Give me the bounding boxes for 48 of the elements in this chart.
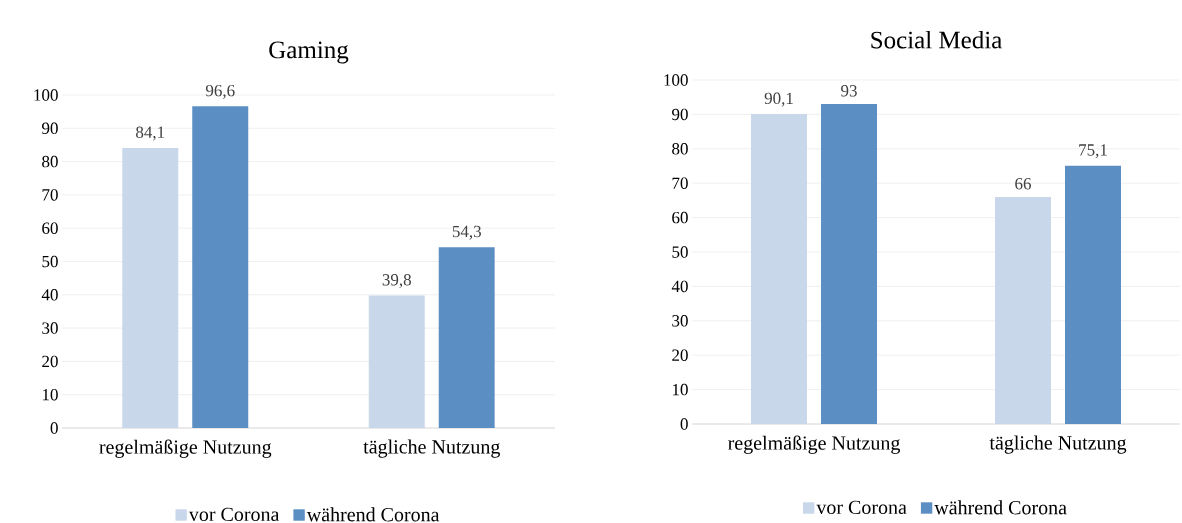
- y-tick-label: 0: [50, 422, 58, 434]
- y-tick-label: 50: [672, 246, 688, 258]
- data-label: 39,8: [382, 274, 411, 288]
- y-tick-label: 10: [672, 383, 688, 396]
- chart-title: Social Media: [871, 30, 1002, 49]
- y-tick-label: 20: [42, 355, 58, 368]
- y-tick-label: 90: [672, 108, 688, 121]
- y-tick-label: 60: [672, 211, 688, 224]
- y-tick-label: 100: [34, 89, 58, 101]
- bar: [368, 295, 425, 428]
- y-tick-label: 30: [672, 315, 688, 327]
- data-label: 93: [841, 85, 857, 97]
- legend-label: vor Corona: [816, 500, 907, 515]
- y-tick-label: 100: [664, 74, 688, 86]
- y-tick-label: 70: [42, 189, 58, 201]
- data-label: 75,1: [1079, 144, 1107, 159]
- y-tick-label: 90: [42, 122, 58, 135]
- bar: [122, 147, 179, 428]
- y-tick-label: 10: [42, 388, 58, 401]
- legend-label: während Corona: [306, 507, 440, 522]
- y-tick-label: 80: [42, 155, 58, 168]
- y-tick-label: 60: [42, 222, 58, 234]
- y-tick-label: 40: [671, 280, 688, 293]
- data-label: 54,3: [452, 225, 481, 240]
- chart-title: Gaming: [269, 41, 349, 64]
- bar: [821, 104, 878, 424]
- y-tick-label: 80: [672, 143, 688, 155]
- x-tick-label: regelmäßige Nutzung: [728, 435, 900, 454]
- y-tick-label: 30: [42, 322, 58, 334]
- legend-label: vor Corona: [188, 507, 280, 522]
- y-tick-label: 70: [672, 177, 688, 189]
- y-tick-label: 50: [42, 255, 58, 268]
- legend-label: während Corona: [934, 500, 1067, 515]
- bar: [751, 114, 808, 424]
- data-label: 96,6: [205, 84, 235, 99]
- data-label: 66: [1015, 178, 1032, 190]
- data-label: 84,1: [136, 126, 165, 141]
- data-label: 90,1: [764, 92, 793, 107]
- y-tick-label: 20: [672, 349, 688, 361]
- bar: [995, 196, 1052, 424]
- x-tick-label: regelmäßige Nutzung: [99, 439, 272, 458]
- bar: [192, 106, 249, 428]
- bar: [438, 247, 495, 428]
- y-tick-label: 0: [680, 418, 688, 430]
- x-tick-label: tägliche Nutzung: [363, 439, 500, 458]
- bar: [1065, 165, 1122, 424]
- x-tick-label: tägliche Nutzung: [989, 435, 1127, 454]
- y-tick-label: 40: [41, 289, 58, 301]
